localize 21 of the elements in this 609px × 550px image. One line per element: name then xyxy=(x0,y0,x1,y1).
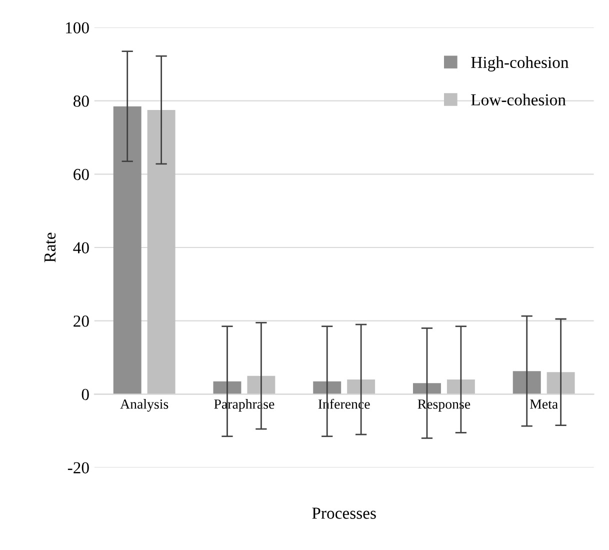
legend-label: High-cohesion xyxy=(471,56,569,72)
bar xyxy=(247,376,276,394)
bar xyxy=(446,380,475,394)
y-axis-title: Rate xyxy=(44,232,56,262)
bar xyxy=(546,372,575,394)
y-tick-label: 100 xyxy=(66,22,89,34)
y-tick-label: 20 xyxy=(74,316,89,327)
x-tick-label: Analysis xyxy=(120,399,168,412)
bar xyxy=(347,380,376,394)
x-tick-label: Meta xyxy=(530,400,558,409)
x-axis-title: Processes xyxy=(312,508,376,519)
y-tick-label: 60 xyxy=(74,168,89,180)
legend-label: Low-cohesion xyxy=(471,94,566,106)
y-tick-label: 40 xyxy=(73,242,89,254)
bar xyxy=(413,383,441,394)
y-tick-label: 0 xyxy=(82,388,89,400)
bar xyxy=(113,106,142,394)
y-tick-label: 80 xyxy=(74,96,89,107)
bar xyxy=(512,371,541,394)
y-tick-label: -20 xyxy=(68,462,89,474)
bar xyxy=(147,110,176,394)
